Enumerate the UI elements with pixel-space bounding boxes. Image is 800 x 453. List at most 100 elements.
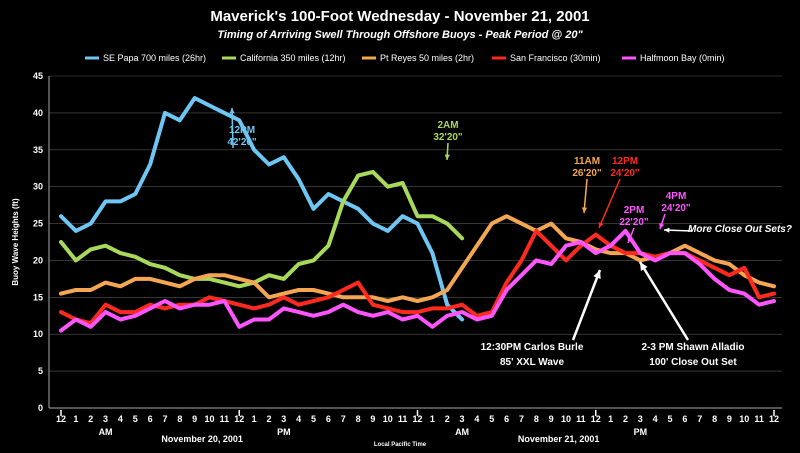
x-tick-label: 12 (56, 414, 66, 424)
annotation-text: 4PM (666, 191, 687, 202)
date-label: November 21, 2001 (518, 434, 600, 444)
chart-subtitle: Timing of Arriving Swell Through Offshor… (217, 29, 583, 41)
annotation-arrow (571, 269, 602, 341)
x-tick-label: 4 (653, 414, 658, 424)
annotation-text: 2AM (437, 120, 458, 131)
x-tick-label: 12 (591, 414, 601, 424)
x-tick-label: 10 (205, 414, 215, 424)
x-tick-label: 7 (162, 414, 167, 424)
annotation-arrow (231, 107, 234, 149)
x-tick-label: 12 (769, 414, 779, 424)
legend-label: SE Papa 700 miles (26hr) (103, 53, 206, 63)
y-axis-label: Buoy Wave Heights (ft) (11, 198, 20, 286)
x-tick-label: 11 (220, 414, 230, 424)
legend-label: San Francisco (30min) (510, 53, 601, 63)
x-axis-label: Local Pacific Time (374, 442, 427, 448)
x-tick-label: 1 (608, 414, 613, 424)
y-tick-label: 15 (33, 292, 43, 302)
ampm-label: AM (455, 427, 469, 437)
x-tick-label: 12 (412, 414, 422, 424)
x-tick-label: 4 (296, 414, 301, 424)
annotation-text: 12PM (229, 125, 255, 136)
x-tick-label: 3 (103, 414, 108, 424)
series-lines (59, 96, 776, 333)
x-tick-label: 6 (682, 414, 687, 424)
x-tick-label: 9 (192, 414, 197, 424)
x-tick-label: 6 (326, 414, 331, 424)
annotation-text: 85' XXL Wave (500, 357, 565, 368)
annotation-text: 100' Close Out Set (649, 357, 737, 368)
y-tick-label: 10 (33, 329, 43, 339)
annotations: 12PM42'20"2AM32'20"11AM26'20"12PM24'20"2… (227, 107, 792, 368)
y-tick-label: 5 (38, 366, 43, 376)
x-tick-label: 11 (754, 414, 764, 424)
x-tick-label: 5 (668, 414, 673, 424)
x-tick-label: 9 (727, 414, 732, 424)
series-line-0 (59, 96, 465, 322)
x-tick-label: 6 (504, 414, 509, 424)
y-tick-label: 0 (38, 403, 43, 413)
legend-label: Halfmoon Bay (0min) (640, 53, 725, 63)
x-tick-label: 2 (266, 414, 271, 424)
annotation-text: 24'20" (661, 203, 691, 214)
x-tick-label: 4 (474, 414, 479, 424)
x-tick-label: 3 (460, 414, 465, 424)
x-tick-label: 6 (148, 414, 153, 424)
annotation-arrowhead (229, 108, 235, 114)
x-tick-label: 1 (73, 414, 78, 424)
annotation-text: 12PM (612, 156, 638, 167)
annotation-text: 42'20" (227, 137, 257, 148)
x-tick-label: 2 (623, 414, 628, 424)
x-tick-label: 10 (383, 414, 393, 424)
ampm-label: AM (99, 427, 113, 437)
annotation-text: 24'20" (610, 168, 640, 179)
annotation-text: 11AM (574, 156, 600, 167)
annotation-arrowhead (627, 237, 633, 243)
x-tick-label: 10 (561, 414, 571, 424)
x-tick-label: 1 (252, 414, 257, 424)
y-tick-label: 40 (33, 108, 43, 118)
ampm-label: PM (277, 427, 291, 437)
x-tick-label: 11 (576, 414, 586, 424)
x-tick-label: 5 (489, 414, 494, 424)
annotation-text: 2-3 PM Shawn Alladio (642, 342, 745, 353)
y-tick-label: 20 (33, 255, 43, 265)
x-tick-label: 2 (88, 414, 93, 424)
legend-label: Pt Reyes 50 miles (2hr) (380, 53, 474, 63)
annotation-arrow (598, 178, 621, 229)
x-tick-label: 4 (118, 414, 123, 424)
series-line-3 (59, 228, 776, 326)
x-tick-label: 3 (638, 414, 643, 424)
annotation-text: More Close Out Sets? (688, 224, 792, 235)
x-tick-label: 9 (549, 414, 554, 424)
x-tick-label: 8 (534, 414, 539, 424)
annotation-arrowhead (581, 207, 588, 213)
chart-title: Maverick's 100-Foot Wednesday - November… (210, 8, 589, 25)
legend: SE Papa 700 miles (26hr) California 350 m… (85, 53, 725, 63)
x-tick-label: 2 (445, 414, 450, 424)
annotation-text: 32'20" (433, 132, 463, 143)
annotation-arrowhead (593, 270, 601, 279)
x-tick-label: 7 (519, 414, 524, 424)
annotation-arrow (583, 178, 588, 214)
y-tick-label: 35 (33, 145, 43, 155)
x-tick-label: 1 (430, 414, 435, 424)
x-tick-label: 12 (234, 414, 244, 424)
legend-label: California 350 miles (12hr) (240, 53, 346, 63)
y-tick-label: 30 (33, 182, 43, 192)
annotation-text: 2PM (624, 205, 645, 216)
annotation-text: 12:30PM Carlos Burle (481, 342, 584, 353)
annotation-text: 22'20" (619, 217, 649, 228)
x-tick-label: 8 (177, 414, 182, 424)
annotation-arrowhead (598, 222, 604, 228)
date-label: November 20, 2001 (161, 434, 243, 444)
ampm-label: PM (634, 427, 648, 437)
y-tick-label: 25 (33, 219, 43, 229)
x-tick-label: 7 (697, 414, 702, 424)
annotation-arrowhead (659, 223, 665, 229)
annotation-arrowhead (640, 262, 648, 271)
x-tick-label: 7 (341, 414, 346, 424)
